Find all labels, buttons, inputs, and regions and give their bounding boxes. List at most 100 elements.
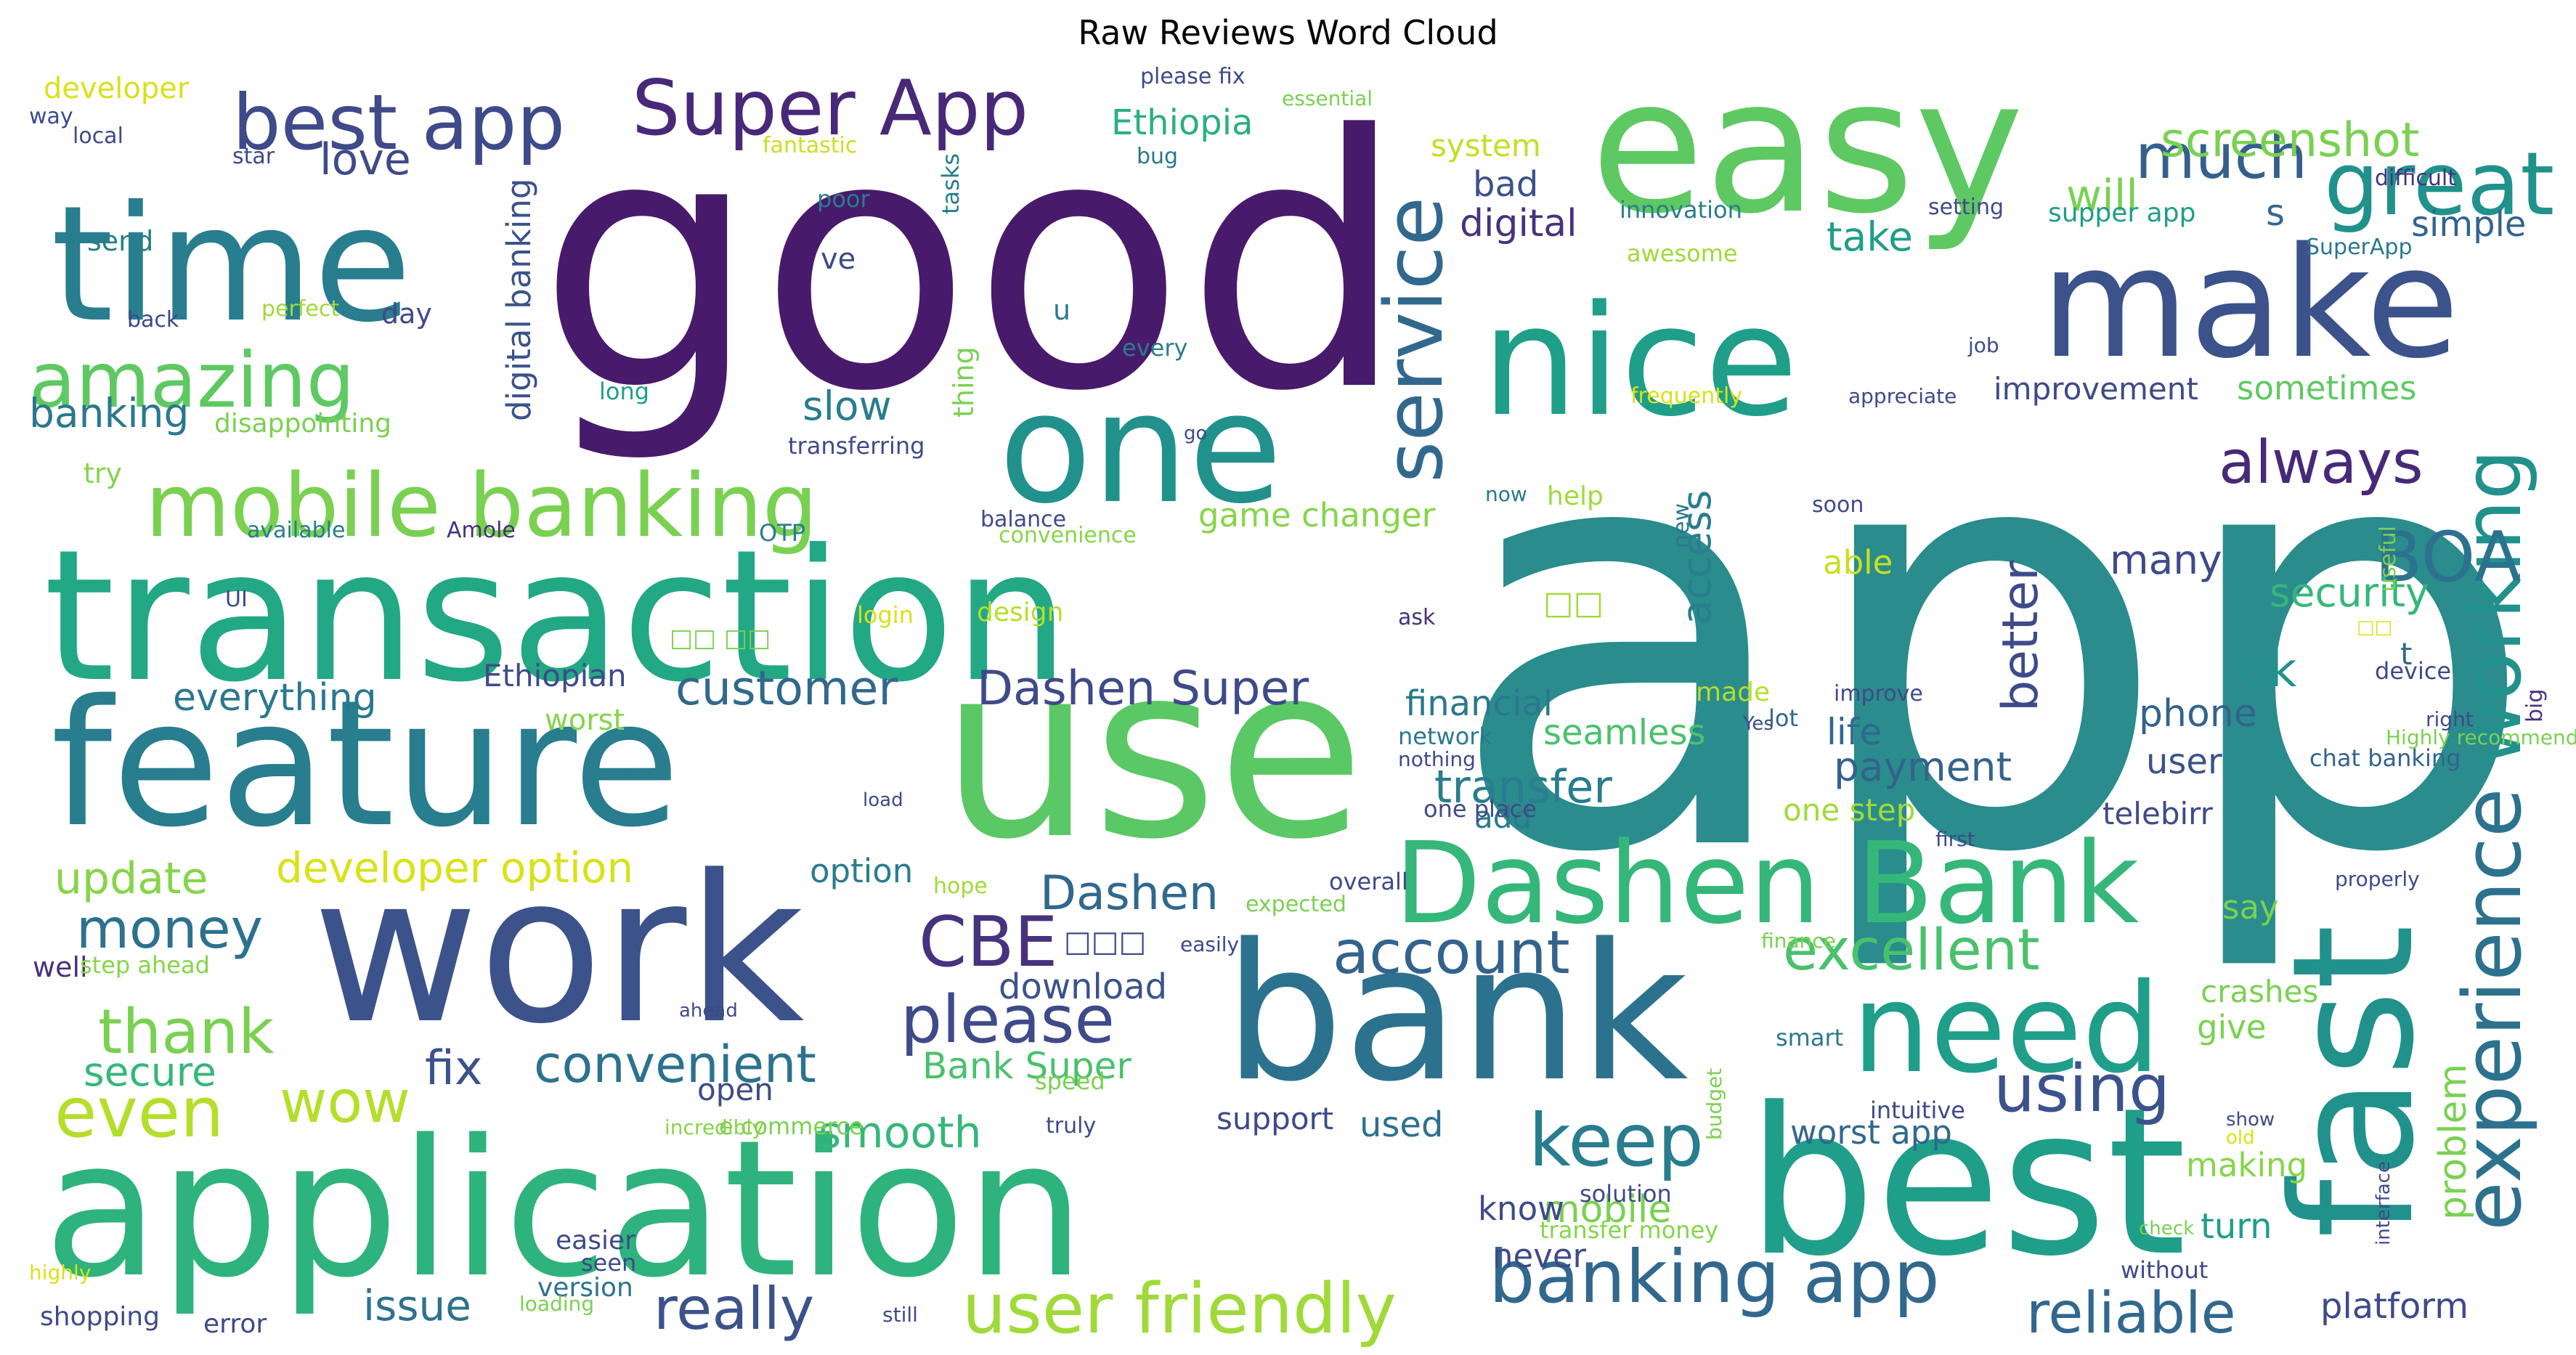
word-u-129: u [1053,294,1070,326]
word-bank-7: bank [1224,904,1689,1123]
word-shopping-109: shopping [40,1302,160,1332]
word-banking-app-27: banking app [1489,1234,1940,1319]
word-bad-76: bad [1473,164,1538,205]
word-ok-53: ok [2240,643,2297,698]
word-back-144: back [127,307,179,333]
word-good-1: good [537,62,1407,468]
word-transferring-132: transferring [788,432,925,460]
word-made-117: made [1696,678,1770,707]
word-make-12: make [2041,214,2460,392]
word-budget-186: budget [1702,1068,1726,1140]
word-balance-134: balance [980,507,1066,532]
word-otp-135: OTP [759,519,805,547]
word-making-81: making [2186,1146,2307,1184]
word-thank-39: thank [98,996,274,1068]
word-platform-62: platform [2320,1286,2469,1327]
word-ask-138: ask [1398,605,1436,630]
word-experience-22: experience [2446,788,2539,1231]
word-old-188: old [2226,1127,2255,1149]
word-dashen-super-46: Dashen Super [977,662,1309,716]
word-worst-app-85: worst app [1790,1113,1952,1152]
word-transfer-money-114: transfer money [1540,1216,1718,1244]
word-long-142: long [599,378,649,405]
word-option-94: option [810,852,913,890]
word-feature-3: feature [51,662,680,866]
word-will-73: will [2066,171,2138,221]
word-try-107: try [84,457,122,489]
word-frequently-157: frequently [1630,383,1742,409]
word-game-changer-77: game changer [1198,496,1436,534]
word-fantastic-149: fantastic [763,133,857,158]
word-innovation-124: innovation [1620,196,1742,224]
word-really-38: really [654,1275,814,1343]
word-security-61: security [2270,569,2429,616]
word-please-fix-150: please fix [1140,64,1246,89]
word-best-app-19: best app [232,78,565,167]
word-know-82: know [1478,1189,1564,1228]
word-support-100: support [1216,1101,1333,1136]
word-able-99: able [1823,543,1893,582]
word-developer-104: developer [44,72,190,105]
word-payment-60: payment [1834,744,2012,790]
word-easy-10: easy [1590,39,2024,255]
word--198: □□ [2357,617,2392,638]
word-digital-75: digital [1460,202,1577,245]
word-first-172: first [1935,827,1975,851]
word-new-161: new [1669,503,1694,548]
word-add-98: add [1474,799,1532,835]
word-used-84: used [1360,1104,1443,1145]
word-incredibly-184: incredibly [665,1115,764,1139]
word-mobile-banking-17: mobile banking [145,456,818,557]
word-still-193: still [882,1303,918,1327]
word-one-13: one [999,359,1283,537]
word-account-36: account [1333,919,1570,988]
word-wow-43: wow [280,1068,410,1136]
word-seamless-66: seamless [1543,712,1706,753]
word-transfer-51: transfer [1434,760,1612,813]
word-bug-151: bug [1137,144,1178,169]
word-app-0: app [1445,303,2539,980]
word-error-110: error [203,1309,267,1339]
word-better-52: better [1992,561,2049,712]
word-s-74: s [2266,192,2285,234]
word-star-148: star [232,144,275,169]
word-best-8: best [1747,1065,2187,1301]
word-check-190: check [2139,1218,2194,1240]
word-amazing-18: amazing [29,336,354,425]
word-without-191: without [2121,1256,2208,1284]
word-worst-101: worst [545,704,625,737]
word-seen-113: seen [581,1249,636,1277]
word-load-171: load [863,789,903,811]
word-send-105: send [87,225,153,257]
word-supper-app-123: supper app [2048,198,2195,228]
word-intuitive-116: intuitive [1870,1096,1965,1124]
word-many-67: many [2110,537,2222,583]
word-dashen-bank-15: Dashen Bank [1394,818,2140,949]
word-never-83: never [1492,1237,1587,1275]
word-well-108: well [33,951,88,983]
word-digital-banking-103: digital banking [500,179,538,421]
word-user-friendly-28: user friendly [962,1269,1397,1349]
word-working-23: working [2446,449,2539,766]
word-disappointing-143: disappointing [214,409,391,439]
word-way-147: way [29,104,73,129]
word-easily-179: easily [1180,932,1239,956]
word-everything-50: everything [173,676,377,720]
word-download-93: download [999,967,1167,1007]
word-ahead-181: ahead [679,1000,738,1022]
word-application-5: application [44,1100,1085,1319]
word-show-187: show [2226,1109,2275,1131]
word--196: □□ [1543,585,1604,622]
word-sometimes-89: sometimes [2237,369,2417,407]
word-amole-139: Amole [447,518,516,543]
word-ethiopian-102: Ethiopian [483,658,627,693]
word-finance-173: finance [1761,929,1836,953]
word-yes-170: Yes [1742,713,1773,735]
word-boa-32: BOA [2375,518,2522,598]
word-issue-63: issue [363,1281,471,1330]
word-money-41: money [76,897,263,961]
word-expected-177: expected [1246,892,1346,917]
word--195: □□ □□ [670,624,771,653]
word-solution-115: solution [1580,1180,1672,1208]
word-reliable-31: reliable [2026,1281,2236,1346]
